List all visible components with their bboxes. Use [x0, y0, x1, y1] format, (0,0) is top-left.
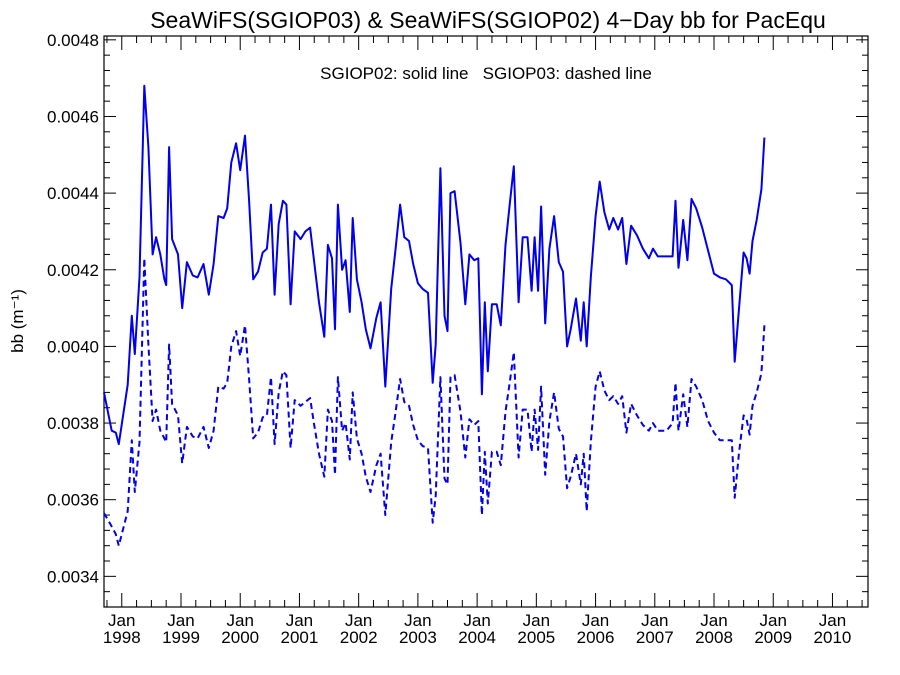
y-tick-label: 0.0048 [47, 31, 99, 50]
x-tick-month-label: Jan [404, 611, 431, 630]
series-group [103, 84, 766, 547]
x-tick-year-label: 2001 [281, 628, 319, 647]
y-tick-label: 0.0040 [47, 337, 99, 356]
x-tick-month-label: Jan [286, 611, 313, 630]
y-tick-label: 0.0036 [47, 491, 99, 510]
series-line-sgiop02 [103, 84, 766, 446]
line-style-annotation: SGIOP02: solid line SGIOP03: dashed line [320, 64, 652, 83]
x-tick-month-label: Jan [523, 611, 550, 630]
y-tick-label: 0.0038 [47, 414, 99, 433]
x-tick-year-label: 2003 [399, 628, 437, 647]
x-tick-month-label: Jan [700, 611, 727, 630]
y-tick-label: 0.0034 [47, 567, 99, 586]
x-tick-year-label: 1999 [162, 628, 200, 647]
y-tick-label: 0.0046 [47, 107, 99, 126]
x-tick-month-label: Jan [463, 611, 490, 630]
series-line-sgiop03 [103, 257, 766, 547]
x-tick-year-label: 2004 [458, 628, 496, 647]
x-tick-year-label: 2005 [517, 628, 555, 647]
x-tick-year-label: 2008 [695, 628, 733, 647]
x-tick-year-label: 2009 [754, 628, 792, 647]
x-tick-year-label: 2002 [340, 628, 378, 647]
x-tick-month-label: Jan [819, 611, 846, 630]
x-tick-year-label: 1998 [103, 628, 141, 647]
y-tick-label: 0.0044 [47, 184, 99, 203]
x-tick-year-label: 2007 [636, 628, 674, 647]
x-tick-month-label: Jan [227, 611, 254, 630]
x-tick-month-label: Jan [167, 611, 194, 630]
x-tick-year-label: 2006 [577, 628, 615, 647]
x-tick-month-label: Jan [641, 611, 668, 630]
x-tick-year-label: 2010 [814, 628, 852, 647]
x-tick-month-label: Jan [760, 611, 787, 630]
x-tick-year-label: 2000 [221, 628, 259, 647]
y-axis-label: bb (m⁻¹) [8, 289, 27, 353]
x-tick-month-label: Jan [582, 611, 609, 630]
x-tick-month-label: Jan [345, 611, 372, 630]
plot-frame [103, 35, 869, 608]
chart-title: SeaWiFS(SGIOP03) & SeaWiFS(SGIOP02) 4−Da… [150, 7, 826, 33]
x-tick-month-label: Jan [108, 611, 135, 630]
y-tick-label: 0.0042 [47, 261, 99, 280]
axis-ticks: 0.0034 0.0036 0.0038 0.0040 0.0042 0.0044 0.00… [47, 31, 868, 647]
